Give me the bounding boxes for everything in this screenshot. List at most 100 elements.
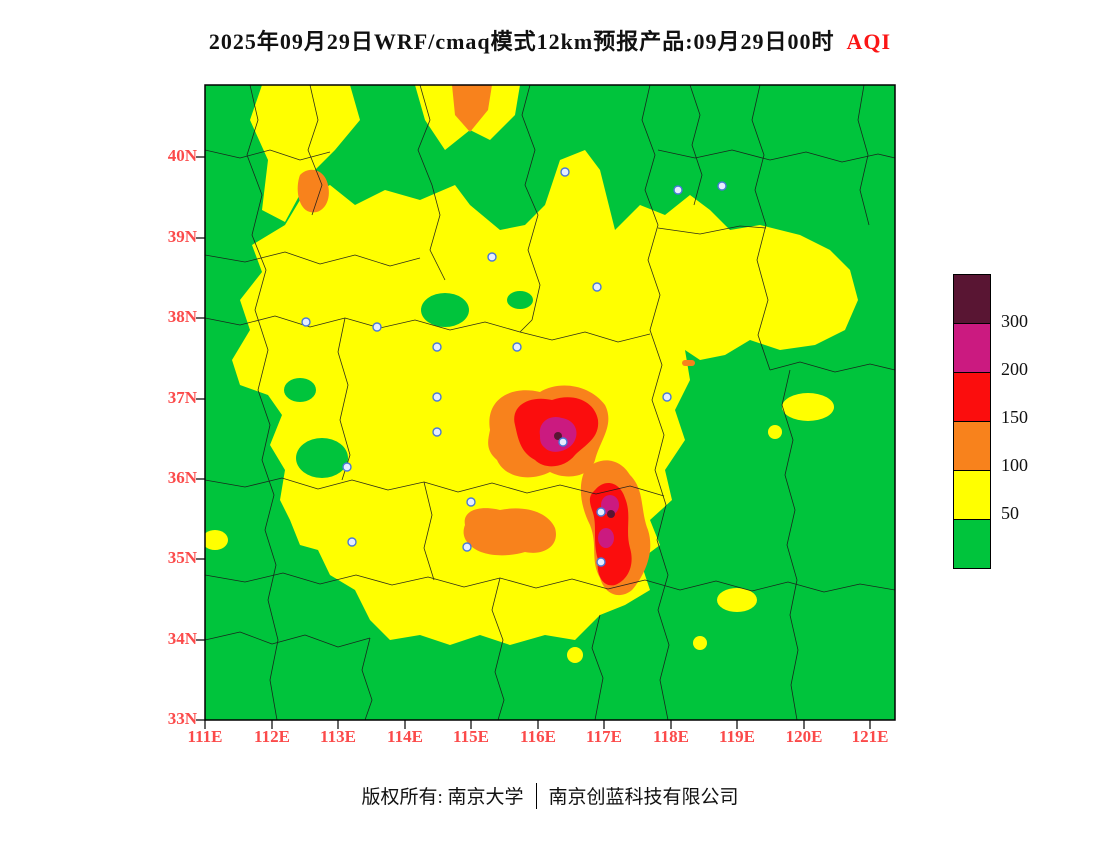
- x-tick-label: 112E: [254, 727, 290, 746]
- boundary-line: [657, 149, 895, 163]
- aqi-region-maroon-dot: [607, 510, 615, 518]
- city-marker: [466, 497, 476, 507]
- city-marker: [487, 252, 497, 262]
- city-markers: [301, 167, 727, 567]
- y-tick-label: 36N: [167, 468, 197, 487]
- aqi-region-green-island: [296, 438, 348, 478]
- legend-segment-above-300: [953, 274, 991, 324]
- x-tick-label: 116E: [520, 727, 556, 746]
- y-tick-label: 38N: [167, 307, 197, 326]
- title-aqi-label: AQI: [846, 29, 892, 54]
- city-marker: [432, 392, 442, 402]
- y-tick-label: 37N: [167, 388, 197, 407]
- city-marker: [596, 557, 606, 567]
- legend-segment-100-150: [953, 421, 991, 471]
- x-tick-label: 119E: [719, 727, 755, 746]
- boundary-line: [519, 331, 651, 343]
- boundary-line: [591, 614, 604, 720]
- legend-segment-200-300: [953, 323, 991, 373]
- y-tick-label: 39N: [167, 227, 197, 246]
- city-marker: [592, 282, 602, 292]
- city-marker: [596, 507, 606, 517]
- map-layers: [205, 85, 895, 720]
- aqi-region-orange-southwest: [463, 508, 556, 556]
- legend-segment-150-200: [953, 372, 991, 422]
- aqi-region-orange-topedge: [452, 85, 492, 132]
- boundary-line: [491, 577, 505, 720]
- x-tick-label: 120E: [785, 727, 823, 746]
- legend: 300 200 150 100 50: [953, 274, 1063, 569]
- city-marker: [662, 392, 672, 402]
- boundary-line: [423, 481, 435, 581]
- x-tick-label: 118E: [653, 727, 689, 746]
- aqi-region-yellow-topleft: [250, 85, 360, 222]
- boundary-line: [205, 631, 371, 648]
- boundary-line: [689, 85, 703, 206]
- city-marker: [342, 462, 352, 472]
- boundary-line: [857, 85, 870, 226]
- copyright-right: 南京创蓝科技有限公司: [548, 787, 739, 808]
- city-marker: [512, 342, 522, 352]
- copyright-left: 版权所有: 南京大学: [361, 787, 524, 808]
- title-main: 2025年09月29日WRF/cmaq模式12km预报产品:09月29日00时: [208, 29, 835, 54]
- aqi-region-green-island: [284, 378, 316, 402]
- x-tick-label: 121E: [851, 727, 889, 746]
- boundary-line: [417, 85, 446, 281]
- city-marker: [432, 427, 442, 437]
- legend-label: 150: [1001, 407, 1028, 427]
- x-tick-label: 113E: [320, 727, 356, 746]
- y-tick-label: 33N: [167, 709, 197, 728]
- city-marker: [673, 185, 683, 195]
- legend-label: 100: [1001, 455, 1028, 475]
- boundary-line: [641, 85, 670, 720]
- legend-label: 200: [1001, 359, 1028, 379]
- page-title: 2025年09月29日WRF/cmaq模式12km预报产品:09月29日00时 A…: [0, 24, 1100, 56]
- aqi-region-orange-speck: [682, 360, 695, 366]
- map-frame: [204, 84, 896, 721]
- x-tick-label: 117E: [586, 727, 622, 746]
- boundary-line: [337, 317, 351, 481]
- city-marker: [717, 181, 727, 191]
- x-tick-label: 114E: [387, 727, 423, 746]
- boundary-line: [781, 369, 799, 720]
- boundary-lines: [205, 85, 895, 720]
- boundary-line: [769, 361, 895, 373]
- aqi-region-green-island: [421, 293, 469, 327]
- aqi-region-yellow-east: [782, 393, 834, 421]
- boundary-line: [205, 572, 895, 593]
- city-marker: [301, 317, 311, 327]
- legend-label: 50: [1001, 503, 1019, 523]
- aqi-region-yellow-southeast-small: [693, 636, 707, 650]
- aqi-region-magenta-south2: [598, 528, 614, 548]
- aqi-region-maroon-dot: [554, 432, 562, 440]
- boundary-line: [751, 85, 771, 371]
- y-tick-label: 35N: [167, 548, 197, 567]
- boundary-line: [246, 85, 279, 720]
- legend-segment-below-50: [953, 519, 991, 569]
- city-marker: [558, 437, 568, 447]
- aqi-region-yellow-south-small: [567, 647, 583, 663]
- x-tick-label: 111E: [187, 727, 223, 746]
- y-tick-label: 34N: [167, 629, 197, 648]
- city-marker: [560, 167, 570, 177]
- city-marker: [347, 537, 357, 547]
- aqi-region-magenta-south1: [601, 495, 619, 515]
- copyright-footer: 版权所有: 南京大学 南京创蓝科技有限公司: [0, 782, 1100, 809]
- aqi-region-green-island: [507, 291, 533, 309]
- aqi-region-yellow-southeast: [717, 588, 757, 612]
- boundary-line: [361, 637, 373, 720]
- city-marker: [462, 542, 472, 552]
- city-marker: [372, 322, 382, 332]
- aqi-region-yellow-east-small: [768, 425, 782, 439]
- city-marker-group: [301, 167, 727, 567]
- boundary-line: [205, 477, 665, 497]
- boundary-line: [205, 251, 421, 267]
- aqi-regions-maroon: [554, 432, 615, 518]
- legend-label: 300: [1001, 311, 1028, 331]
- aqi-holes-green: [284, 291, 533, 478]
- x-tick-label: 115E: [453, 727, 489, 746]
- boundary-line: [657, 225, 767, 235]
- footer-divider: [535, 782, 537, 809]
